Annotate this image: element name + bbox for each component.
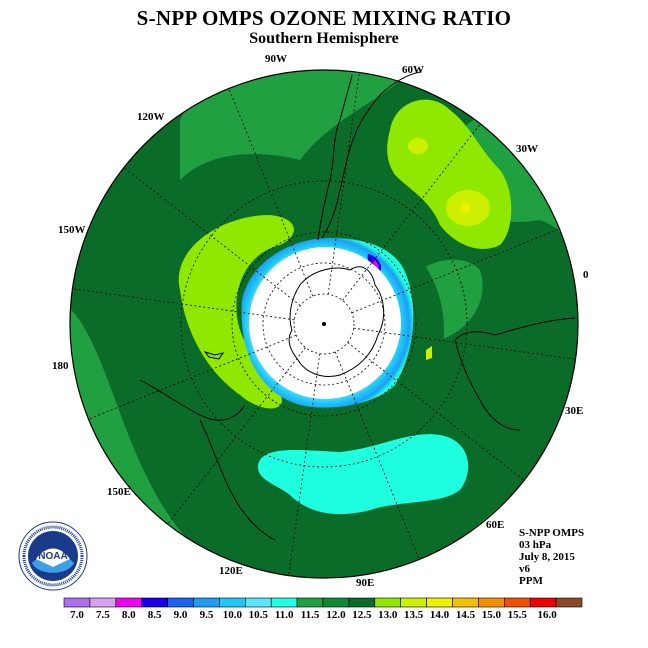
colorbar-swatch	[374, 597, 401, 608]
colorbar-swatch	[503, 597, 531, 608]
colorbar-tick-label: 16.0	[538, 609, 558, 621]
lon-label: 120E	[219, 565, 243, 577]
info-version: v6	[519, 563, 530, 575]
colorbar-swatch	[193, 597, 220, 608]
new-zealand-outline	[203, 351, 225, 360]
colorbar-swatch	[400, 597, 427, 608]
info-instrument: S-NPP OMPS	[519, 527, 585, 539]
colorbar-tick-label: 7.0	[70, 609, 84, 621]
lon-label: 90W	[265, 53, 287, 65]
colorbar-tick-label: 9.0	[174, 609, 188, 621]
info-pressure: 03 hPa	[519, 539, 552, 551]
colorbar-swatch	[141, 597, 168, 608]
lon-label: 90E	[356, 577, 374, 589]
colorbar-swatch	[270, 597, 298, 608]
colorbar-swatch	[348, 597, 376, 608]
colorbar-tick-label: 7.5	[96, 609, 110, 621]
colorbar-swatch	[555, 597, 583, 608]
colorbar-tick-label: 10.5	[249, 609, 269, 621]
meridian-line	[347, 342, 525, 481]
colorbar-swatch	[529, 597, 557, 608]
meridian-line	[334, 351, 420, 560]
meridian-line	[351, 228, 560, 314]
field-region-2	[180, 70, 400, 180]
colorbar-tick-label: 12.0	[326, 609, 346, 621]
colorbar-tick-label: 13.0	[378, 609, 398, 621]
colorbar-swatch	[115, 597, 143, 608]
colorbar-swatch	[167, 597, 194, 608]
lon-label: 180	[52, 360, 69, 372]
lon-label: 30E	[565, 405, 583, 417]
colorbar-tick-label: 12.5	[352, 609, 372, 621]
map-subtitle: Southern Hemisphere	[249, 30, 399, 47]
latitude-circle	[231, 231, 417, 417]
meridians	[72, 72, 576, 576]
colorbar-tick-label: 9.5	[200, 609, 214, 621]
lon-label: 120W	[137, 111, 165, 123]
meridian-line	[342, 123, 481, 301]
colorbar-swatch	[245, 597, 272, 608]
colorbar-tick-label: 10.0	[223, 609, 243, 621]
colorbar-tick-label: 11.0	[275, 609, 294, 621]
map-border	[69, 69, 579, 579]
latitude-circle	[293, 293, 355, 355]
lon-label: 150E	[107, 486, 131, 498]
field-spot-1	[408, 138, 428, 154]
colorbar-tick-label: 8.5	[148, 609, 162, 621]
meridian-line	[72, 288, 295, 321]
logo-text: NOAA	[38, 551, 67, 562]
colorbar-tick-label: 14.0	[430, 609, 450, 621]
info-date: July 8, 2015	[519, 551, 575, 563]
noaa-logo: NOAA	[18, 521, 88, 591]
colorbar-swatch	[322, 597, 350, 608]
colorbar-swatch	[89, 597, 117, 608]
lon-label: 60E	[486, 519, 504, 531]
meridian-line	[123, 167, 301, 306]
antarctica-outline	[288, 266, 385, 377]
longitude-labels: 90W 60W 120W 30W 150W 0 180 30E 150E 60E…	[52, 53, 589, 589]
lon-label: 150W	[58, 224, 86, 236]
colorbar-tick-label: 13.5	[404, 609, 424, 621]
lon-label: 30W	[516, 143, 538, 155]
meridian-line	[88, 334, 297, 420]
colorbar-swatch	[478, 597, 505, 608]
colorbar-tick-label: 8.0	[122, 609, 136, 621]
info-units: PPM	[519, 575, 543, 587]
lon-label: 0	[583, 269, 589, 281]
field-blob-cyan	[257, 434, 469, 515]
colorbar-swatch	[219, 597, 246, 608]
colorbar-tick-label: 14.5	[456, 609, 476, 621]
latitude-circle	[262, 262, 386, 386]
meridian-line	[288, 353, 321, 576]
lon-label: 60W	[402, 64, 424, 76]
colorbar-swatch	[296, 597, 324, 608]
colorbar-swatch	[63, 597, 91, 608]
colorbar-tick-label: 15.5	[508, 609, 528, 621]
map-title: S-NPP OMPS OZONE MIXING RATIO	[136, 6, 512, 30]
colorbar-swatch	[452, 597, 479, 608]
meridian-line	[353, 327, 576, 360]
colorbar: 7.0 7.5 8.0 8.5 9.0 9.5 10.0 10.5 11.0 11.5 12.0 12…	[63, 597, 583, 621]
graticule	[72, 72, 576, 576]
pole-marker	[322, 322, 326, 326]
south-america-outline	[321, 71, 421, 239]
coastlines	[139, 71, 576, 541]
colorbar-tick-label: 15.0	[482, 609, 502, 621]
meridian-line	[327, 72, 360, 295]
colorbar-swatch	[426, 597, 453, 608]
meridian-line	[228, 88, 314, 297]
latitude-circle	[180, 180, 468, 468]
field-spot-3	[460, 203, 470, 213]
australia-outline	[139, 379, 246, 421]
colorbar-tick-label: 11.5	[301, 609, 320, 621]
meridian-line	[167, 347, 306, 525]
